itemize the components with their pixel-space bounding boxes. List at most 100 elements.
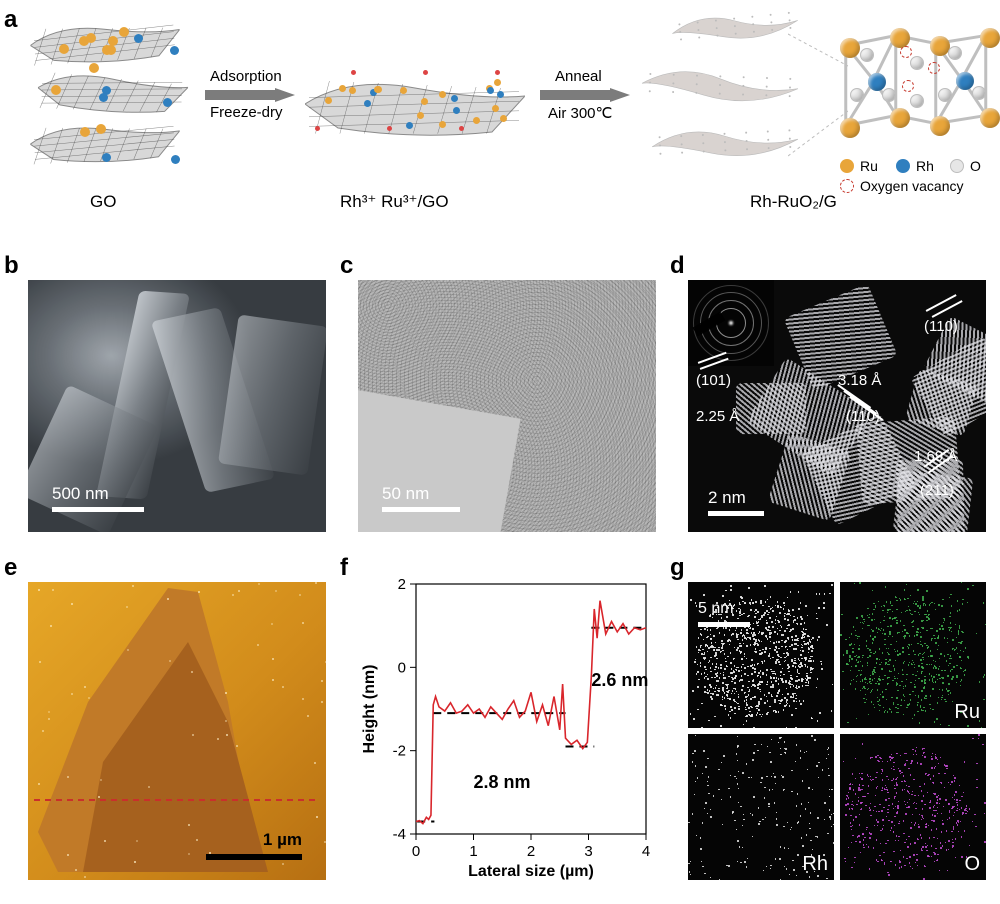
svg-text:-2: -2 — [393, 743, 406, 760]
atom — [980, 108, 1000, 128]
svg-text:Lateral size (µm): Lateral size (µm) — [468, 863, 594, 880]
panel-e-afm: 1 µm — [28, 582, 326, 880]
arrow-adsorption — [205, 88, 295, 102]
atom — [850, 88, 864, 102]
panel-b-scalebar — [52, 507, 144, 512]
annealed-sheets — [640, 10, 810, 180]
panel-b-scale-text: 500 nm — [52, 484, 109, 504]
eds-map: Rh — [688, 734, 834, 880]
atom — [868, 73, 886, 91]
map-label: Rh — [802, 853, 828, 876]
svg-text:-4: -4 — [393, 826, 406, 843]
atom — [956, 72, 974, 90]
adsorbed-ion — [492, 105, 499, 112]
caption-right: Rh-RuO₂/G — [750, 192, 837, 212]
height-profile-chart: 0 1 2 3 4 -4 -2 0 2 Lateral size (µm) Height (nm) 2… — [358, 570, 658, 882]
map-label: Ru — [954, 701, 980, 724]
panel-c-tem: 50 nm — [358, 280, 656, 532]
svg-text:0: 0 — [412, 843, 420, 860]
svg-text:4: 4 — [642, 843, 650, 860]
ru-ion — [51, 85, 61, 95]
svg-text:2.6 nm: 2.6 nm — [591, 670, 648, 690]
oxygen-vacancy — [928, 62, 940, 74]
atom — [948, 46, 962, 60]
adsorbed-ion — [439, 91, 446, 98]
panel-d-hrtem: (110)(101)2.25 Å3.18 Å(110)1.69 Å(211) 2… — [688, 280, 986, 532]
panel-a-schematic: GO Adsorption Freeze-dry Rh³⁺ Ru³⁺/GO An… — [30, 10, 970, 220]
arrow-anneal — [540, 88, 630, 102]
panel-d-scale-text: 2 nm — [708, 488, 746, 508]
adsorbed-ion — [339, 85, 346, 92]
rh-ion — [99, 93, 108, 102]
atom — [890, 108, 910, 128]
caption-mid: Rh³⁺ Ru³⁺/GO — [340, 192, 449, 212]
adsorbed-ion — [453, 107, 460, 114]
adsorbed-ion — [400, 87, 407, 94]
go-sheets — [30, 10, 200, 170]
panel-c-scalebar — [382, 507, 460, 512]
legend-vac: Oxygen vacancy — [840, 178, 964, 194]
svg-text:Height (nm): Height (nm) — [361, 665, 378, 754]
mid-sheet — [305, 60, 525, 140]
panel-label-e: e — [4, 554, 17, 582]
atom — [930, 116, 950, 136]
hrtem-annot: (110) — [924, 318, 958, 335]
atom — [890, 28, 910, 48]
hrtem-annot: 2.25 Å — [696, 408, 739, 425]
eds-map: O — [840, 734, 986, 880]
ru-ion — [119, 27, 129, 37]
panel-e-scale-text: 1 µm — [263, 830, 302, 850]
crystal-structure — [830, 28, 1000, 158]
adsorbed-ion — [497, 91, 504, 98]
atom — [860, 48, 874, 62]
atom — [910, 94, 924, 108]
rh-ion — [134, 34, 143, 43]
atom — [910, 56, 924, 70]
panel-f-afm-profile: 0 1 2 3 4 -4 -2 0 2 Lateral size (µm) Height (nm) 2… — [358, 570, 658, 882]
svg-text:1: 1 — [469, 843, 477, 860]
panel-e-scalebar — [206, 854, 302, 860]
map-label: O — [964, 853, 980, 876]
oxygen-vacancy — [900, 46, 912, 58]
panel-label-c: c — [340, 252, 353, 280]
panel-g-scalebar — [698, 622, 750, 627]
legend-rh: Rh — [896, 158, 934, 174]
atom — [930, 36, 950, 56]
panel-label-a: a — [4, 6, 17, 34]
panel-c-scale-text: 50 nm — [382, 484, 429, 504]
atom — [972, 86, 986, 100]
adsorbed-ion — [417, 112, 424, 119]
atom — [840, 118, 860, 138]
svg-text:3: 3 — [584, 843, 592, 860]
eds-map: Ru — [840, 582, 986, 728]
ru-ion — [59, 44, 69, 54]
arrow2-bottom: Air 300℃ — [548, 104, 612, 122]
panel-label-d: d — [670, 252, 685, 280]
adsorbed-ion — [487, 87, 494, 94]
rh-ion — [171, 155, 180, 164]
eds-map: 5 nm — [688, 582, 834, 728]
atom — [938, 88, 952, 102]
adsorbed-ion — [439, 121, 446, 128]
caption-go: GO — [90, 192, 116, 212]
ru-ion — [89, 63, 99, 73]
panel-b-sem: 500 nm — [28, 280, 326, 532]
svg-text:0: 0 — [398, 659, 406, 676]
panel-g-eds-maps: 5 nm Ru Rh O — [688, 582, 986, 880]
legend-ru: Ru — [840, 158, 878, 174]
svg-text:2: 2 — [398, 576, 406, 593]
rh-ion — [170, 46, 179, 55]
svg-text:2.8 nm: 2.8 nm — [474, 772, 531, 792]
arrow1-top: Adsorption — [210, 68, 282, 85]
atom — [840, 38, 860, 58]
atom — [882, 88, 896, 102]
panel-label-g: g — [670, 554, 685, 582]
ru-ion — [80, 127, 90, 137]
hrtem-annot: (211) — [920, 482, 954, 499]
panel-d-scalebar — [708, 511, 764, 516]
arrow1-bottom: Freeze-dry — [210, 104, 283, 121]
svg-text:2: 2 — [527, 843, 535, 860]
atom — [980, 28, 1000, 48]
adsorbed-ion — [494, 79, 501, 86]
legend-o: O — [950, 158, 981, 174]
